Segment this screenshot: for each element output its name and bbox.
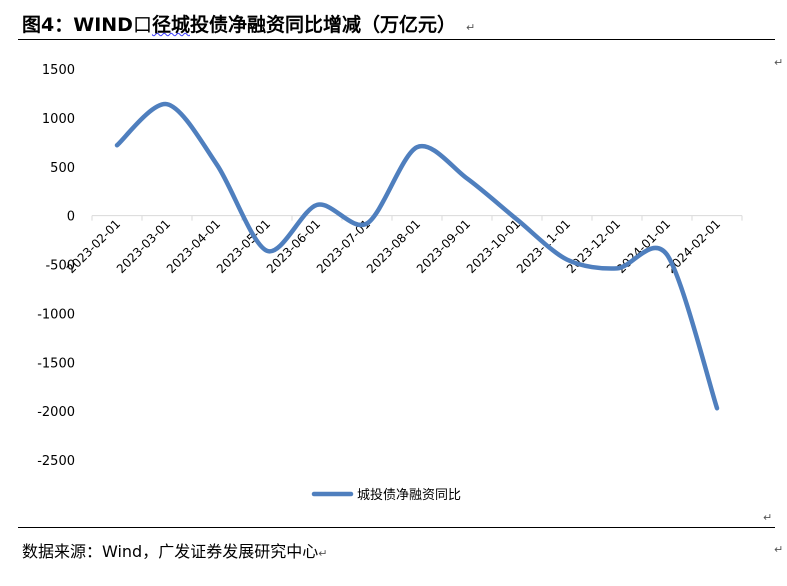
y-tick-label: -1000 — [37, 307, 75, 322]
series-line — [114, 101, 720, 411]
bottom-rule — [18, 527, 775, 528]
y-tick-label: -1500 — [37, 356, 75, 371]
y-tick-label: 0 — [67, 210, 75, 225]
y-tick-label: -500 — [45, 259, 75, 274]
y-tick-label: -2000 — [37, 405, 75, 420]
y-tick-label: 500 — [50, 161, 75, 176]
y-axis: 1500 1000 500 0 -500 -1000 -1500 -2000 -2500 — [37, 63, 75, 469]
title-rest: 投债净融资同比增减（万亿元） — [189, 14, 456, 36]
legend: 城投债净融资同比 — [311, 487, 461, 503]
y-tick-label: -2500 — [37, 454, 75, 469]
y-tick-label: 1000 — [42, 112, 75, 127]
title-box-glyph: 口 — [132, 14, 152, 36]
source-paragraph-mark: ↵ — [318, 547, 328, 560]
side-paragraph-mark-end: ↵ — [774, 543, 784, 556]
y-tick-label: 1500 — [42, 63, 75, 78]
chart-figure-title: 图4：WIND口径城投债净融资同比增减（万亿元） ↵ — [22, 10, 475, 37]
title-paragraph-mark: ↵ — [465, 21, 476, 34]
side-paragraph-mark-bottom: ↵ — [763, 511, 773, 524]
title-prefix: 图4： — [22, 14, 74, 36]
source-note: 数据来源：Wind，广发证券发展研究中心↵ — [22, 538, 327, 562]
top-rule — [18, 39, 775, 40]
title-wind: WIND — [73, 14, 133, 36]
x-axis: 2023-02-012023-03-012023-04-012023-05-01… — [64, 215, 743, 276]
source-text: 数据来源：Wind，广发证券发展研究中心 — [22, 542, 319, 561]
legend-label: 城投债净融资同比 — [357, 487, 461, 503]
title-spellcheck-text: 径城 — [151, 14, 190, 36]
side-paragraph-mark-top: ↵ — [774, 56, 784, 69]
